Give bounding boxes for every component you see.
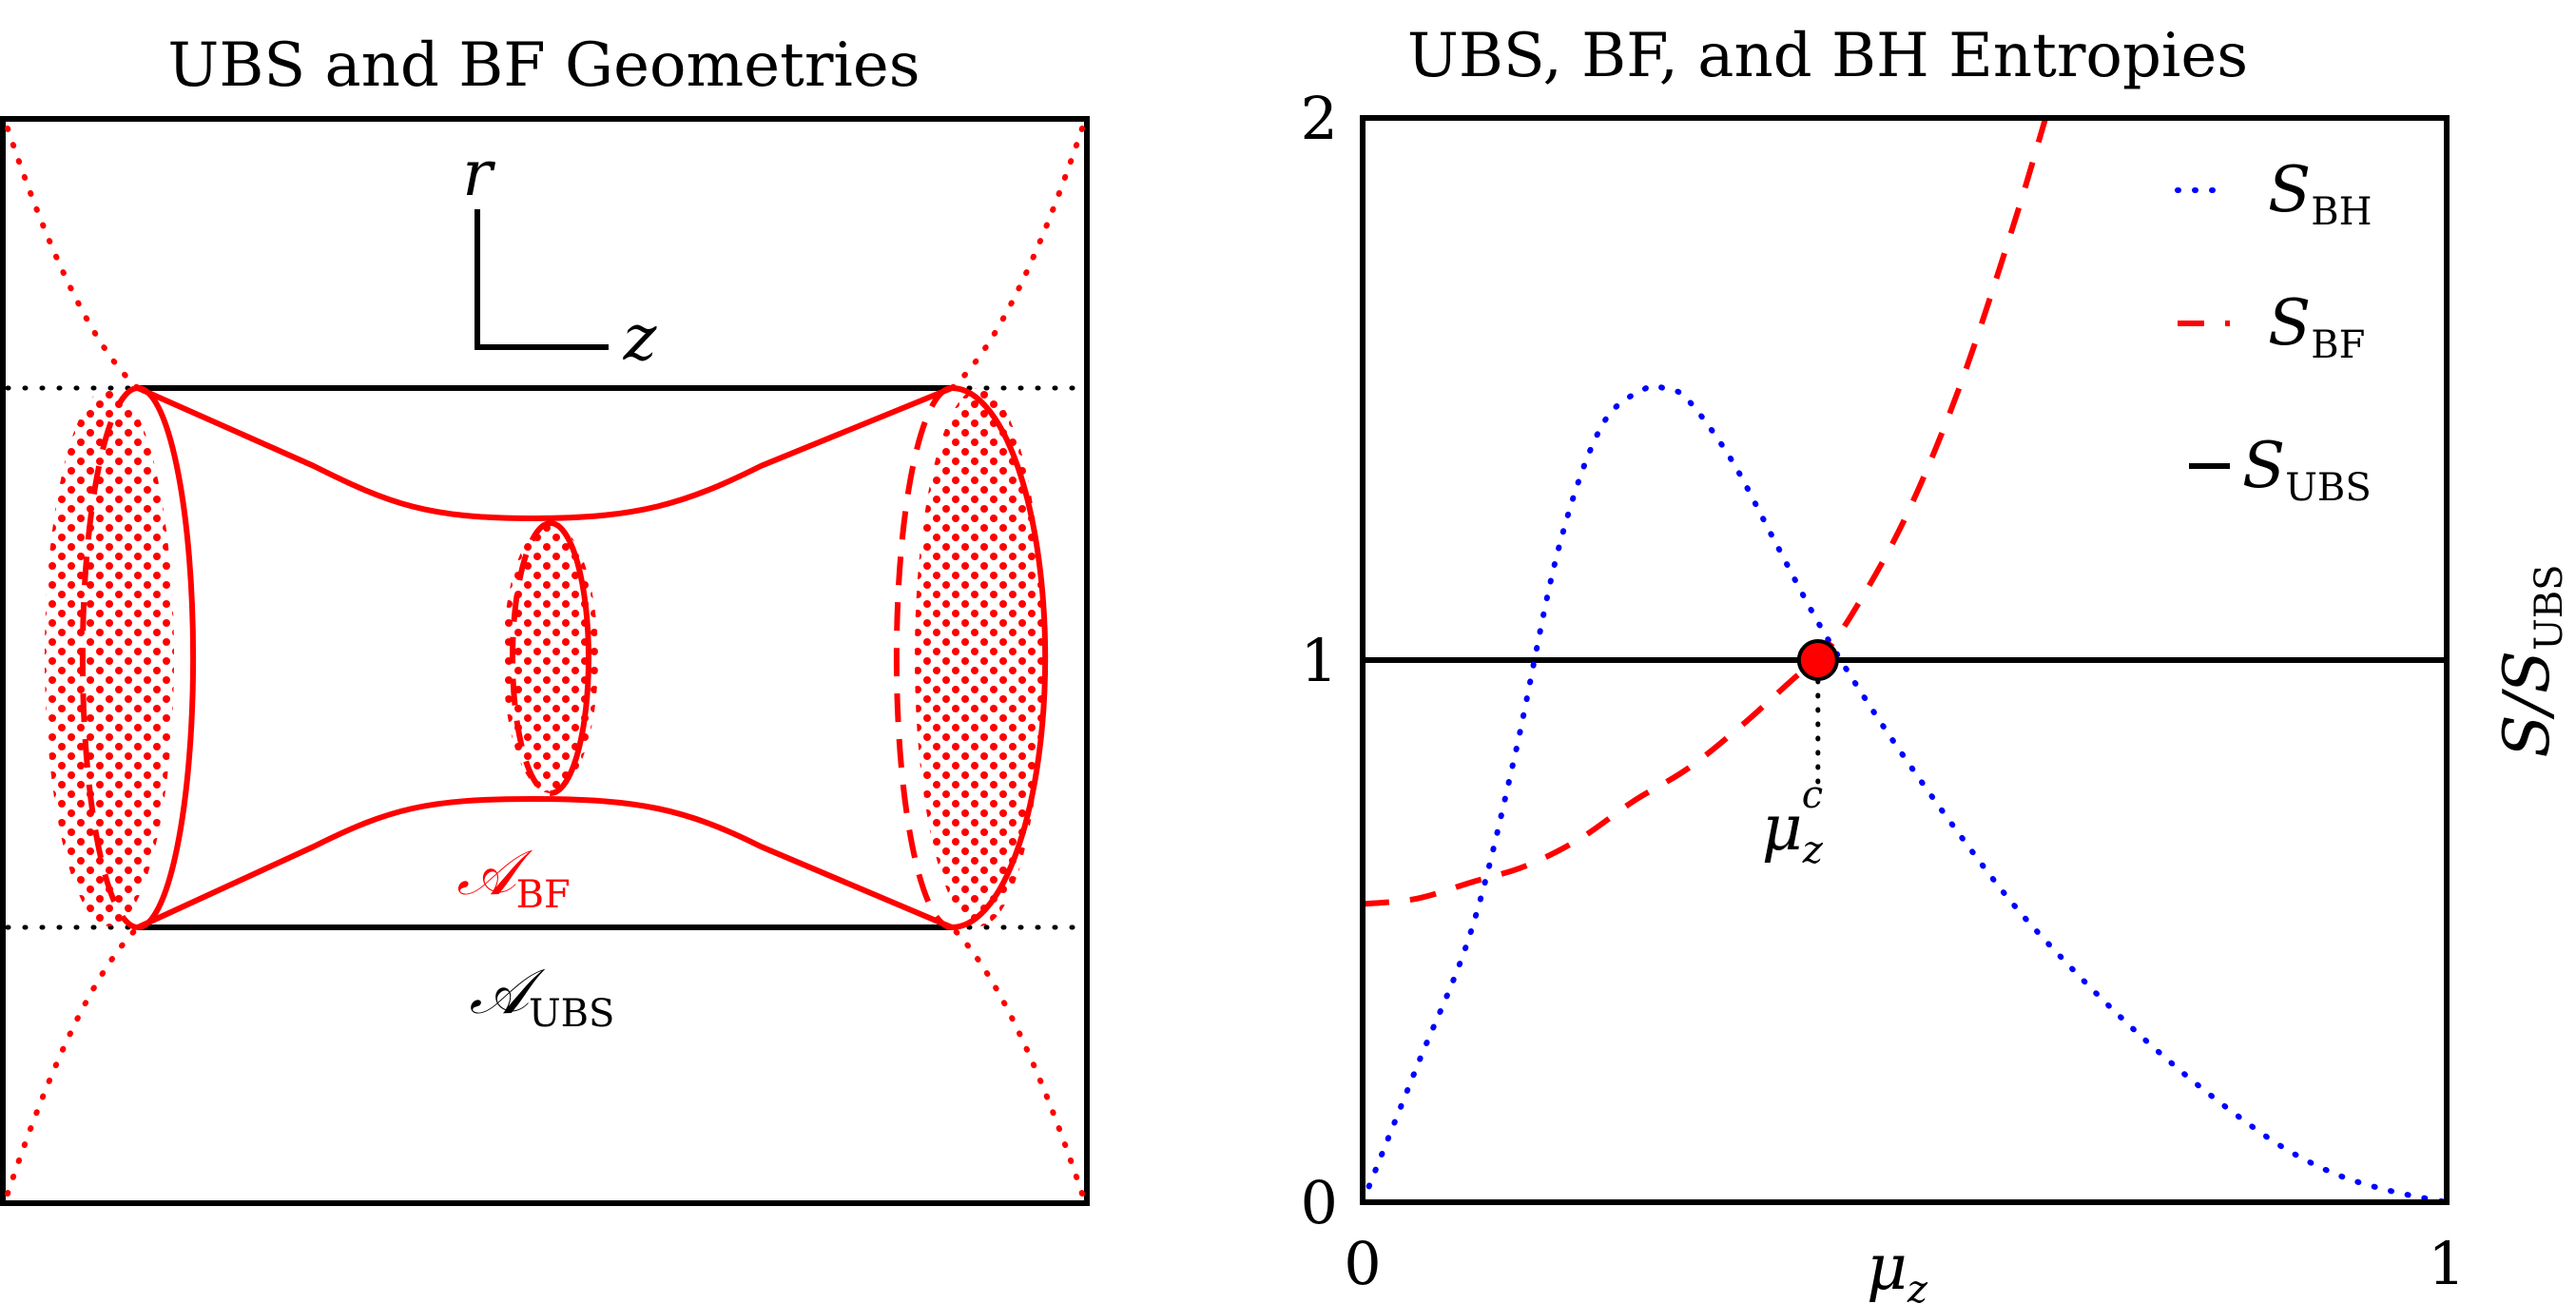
y-tick-label-0: 0: [1301, 1168, 1338, 1237]
bf-throat-disc: [503, 520, 598, 796]
plot-frame: [1360, 115, 2450, 1205]
area-ubs-label: 𝒜UBS: [470, 955, 615, 1036]
y-tick-label-2: 2: [1301, 84, 1338, 153]
svg-text:SUBS: SUBS: [2242, 429, 2372, 510]
legend-item-subs: SUBS: [2189, 429, 2372, 510]
ubs-cylinder: [138, 385, 952, 930]
geometry-frame: [0, 116, 1090, 1206]
geometry-panel: UBS and BF Geometries r z: [0, 30, 1090, 1206]
x-tick-label-1: 1: [2428, 1229, 2465, 1298]
tick-labels: 0 1 2 0 1: [1301, 84, 2466, 1298]
chart-marks: [1360, 117, 2450, 1205]
y-tick-label-1: 1: [1301, 626, 1338, 695]
critical-point-marker: [1796, 639, 1839, 681]
legend: SBH SBF SUBS: [2175, 153, 2373, 510]
y-axis-label: S/SUBS: [2490, 564, 2571, 757]
legend-item-sbf: SBF: [2178, 286, 2365, 367]
axis-r-label: r: [462, 137, 495, 210]
asymptote-curves: [5, 126, 1085, 1197]
entropy-panel: UBS, BF, and BH Entropies 0 1 2 0 1 μzc μz S…: [1301, 21, 2571, 1304]
x-tick-label-0: 0: [1344, 1229, 1381, 1298]
critical-point-label: μzc: [1762, 773, 1824, 872]
bf-neck-surface: [136, 385, 954, 930]
left-end-cap: [45, 385, 197, 930]
axis-z-label: z: [623, 302, 658, 375]
svg-text:SBF: SBF: [2268, 286, 2365, 367]
series-line-sbf: [1362, 117, 2049, 907]
right-end-cap: [893, 385, 1049, 930]
area-bf-label: 𝒜BF: [456, 836, 571, 917]
entropy-title: UBS, BF, and BH Entropies: [1407, 21, 2248, 91]
series-line-sbh: [1360, 382, 2450, 1205]
svg-text:SBH: SBH: [2268, 153, 2373, 234]
legend-item-sbh: SBH: [2175, 153, 2373, 234]
axes-indicator: r z: [462, 137, 657, 375]
x-axis-label: μz: [1867, 1231, 1928, 1304]
geometry-title: UBS and BF Geometries: [167, 30, 920, 101]
